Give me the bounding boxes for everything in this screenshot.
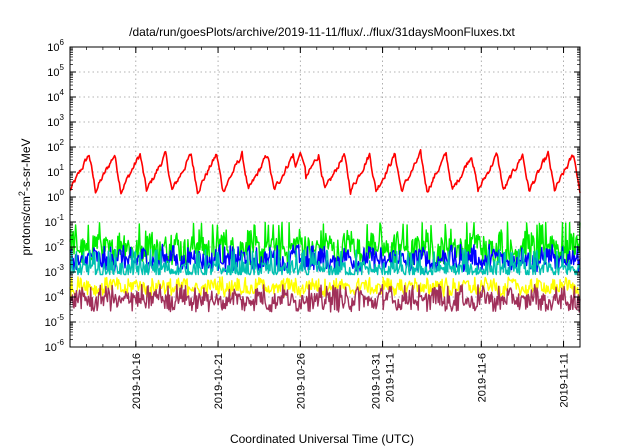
y-tick-label: 105 (47, 63, 64, 79)
y-tick-base: 10 (47, 167, 59, 179)
y-tick-base: 10 (45, 217, 57, 229)
y-tick-base: 10 (45, 267, 57, 279)
y-tick-label: 10-2 (45, 238, 65, 254)
y-tick-base: 10 (47, 67, 59, 79)
x-tick-label: 2019-10-21 (213, 353, 225, 409)
y-tick-label: 10-4 (45, 288, 65, 304)
y-axis: 10-610-510-410-310-210-11001011021031041… (45, 38, 580, 354)
x-tick-label: 2019-10-26 (295, 353, 307, 409)
x-axis: 2019-10-16 2019-10-21 2019-10-26 2019-10-31… (69, 47, 581, 409)
y-tick-label: 101 (47, 163, 64, 179)
y-tick-label: 106 (47, 38, 64, 54)
x-tick-label: 2019-10-31 (371, 353, 383, 409)
y-tick-base: 10 (45, 242, 57, 254)
y-tick-label: 10-5 (45, 313, 65, 329)
y-tick-exp: -4 (57, 288, 65, 297)
y-tick-base: 10 (45, 342, 57, 354)
y-tick-exp: -3 (57, 263, 65, 272)
y-tick-label: 10-6 (45, 338, 65, 354)
chart-title: /data/run/goesPlots/archive/2019-11-11/f… (129, 25, 515, 39)
x-axis-label: Coordinated Universal Time (UTC) (230, 432, 414, 446)
y-tick-label: 10-1 (45, 213, 65, 229)
x-tick-label: 2019-11-6 (476, 353, 488, 402)
svg-text:protons/cm2-s-sr-MeV: protons/cm2-s-sr-MeV (17, 138, 33, 255)
y-tick-base: 10 (47, 92, 59, 104)
y-tick-exp: -5 (57, 313, 65, 322)
y-tick-exp: 2 (60, 138, 65, 147)
y-tick-base: 10 (45, 292, 57, 304)
y-tick-exp: -6 (57, 338, 65, 347)
x-tick-label: 2019-11-11 (559, 353, 571, 408)
y-tick-base: 10 (47, 142, 59, 154)
y-tick-exp: -1 (57, 213, 65, 222)
y-tick-exp: 5 (60, 63, 65, 72)
y-tick-base: 10 (45, 317, 57, 329)
y-tick-exp: 1 (60, 163, 65, 172)
y-tick-label: 100 (47, 188, 64, 204)
y-tick-base: 10 (47, 117, 59, 129)
x-tick-label: 2019-11-1 (385, 353, 397, 402)
series-line (69, 283, 581, 313)
y-tick-base: 10 (47, 42, 59, 54)
series-line (69, 149, 581, 195)
series-layer (69, 149, 581, 313)
y-tick-label: 10-3 (45, 263, 65, 279)
series-line (69, 248, 581, 276)
y-tick-base: 10 (47, 192, 59, 204)
y-tick-exp: 0 (60, 188, 65, 197)
y-tick-label: 102 (47, 138, 64, 154)
y-tick-exp: -2 (57, 238, 65, 247)
y-tick-exp: 4 (60, 88, 65, 97)
y-tick-exp: 6 (60, 38, 65, 47)
x-tick-label: 2019-10-16 (131, 353, 143, 409)
y-tick-label: 103 (47, 113, 64, 129)
y-tick-label: 104 (47, 88, 64, 104)
y-tick-exp: 3 (60, 113, 65, 122)
grid-lines (70, 47, 580, 347)
y-axis-label: protons/cm2-s-sr-MeV (17, 138, 33, 255)
